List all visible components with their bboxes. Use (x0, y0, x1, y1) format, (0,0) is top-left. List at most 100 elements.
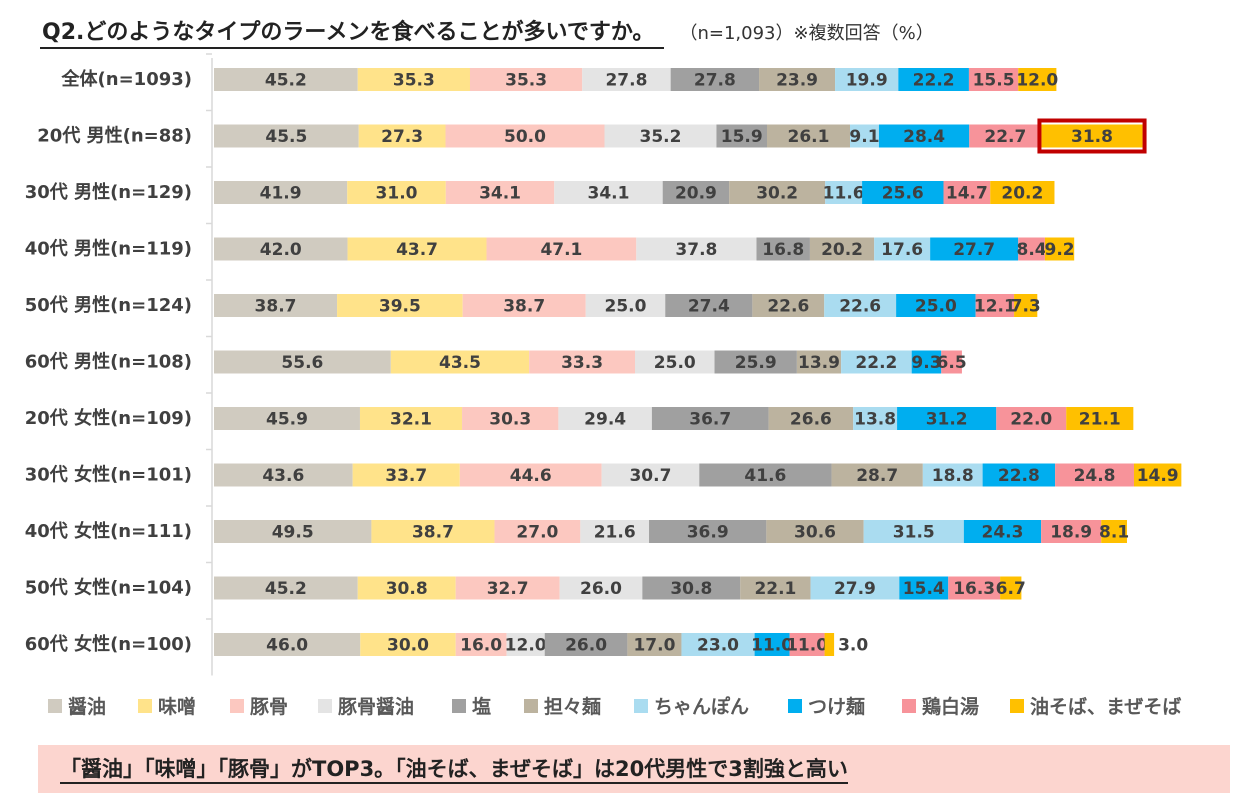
data-label: 30.7 (629, 466, 671, 486)
data-label: 21.6 (594, 523, 636, 543)
bar-segment (582, 68, 671, 91)
bar-segment (1014, 294, 1038, 317)
bar-segment (897, 407, 997, 430)
summary-banner: 「醤油」「味噌」「豚骨」がTOP3。「油そば、まぜそば」は20代男性で3割強と高… (38, 745, 1230, 793)
category-label: 40代 女性(n=111) (25, 520, 192, 542)
bar-segment (459, 463, 602, 487)
bar-segment (898, 68, 969, 91)
data-label: 38.7 (255, 297, 297, 317)
category-label: 50代 女性(n=104) (25, 577, 192, 599)
data-label: 20.2 (821, 240, 863, 260)
data-label: 17.6 (881, 240, 923, 260)
data-label: 27.4 (688, 297, 730, 317)
data-label: 18.9 (1050, 523, 1092, 543)
bar-segment (948, 576, 1001, 600)
data-label: 27.3 (381, 127, 423, 147)
data-label: 32.7 (487, 579, 529, 599)
bar-segment (462, 294, 586, 317)
bar-segment (943, 181, 991, 204)
data-label: 14.9 (1137, 466, 1179, 486)
bar-segment (390, 350, 530, 374)
data-label: 24.3 (982, 523, 1024, 543)
legend-label: 豚骨 (250, 696, 288, 718)
data-label: 22.7 (984, 127, 1026, 147)
bar-segment (716, 124, 768, 148)
legend-label: ちゃんぽん (654, 695, 749, 718)
data-label: 6.7 (996, 579, 1026, 599)
bar-segment (874, 237, 931, 261)
bar-segment (359, 407, 463, 430)
bar-segment (1044, 237, 1075, 261)
data-label: 27.7 (953, 240, 995, 260)
bar-segment (768, 407, 854, 430)
bar-segment (627, 633, 682, 656)
data-label: 26.1 (788, 127, 830, 147)
data-label: 43.5 (439, 353, 481, 373)
data-label: 43.6 (262, 466, 304, 486)
bar-segment (1066, 407, 1134, 430)
data-label: 55.6 (281, 353, 323, 373)
data-label: 19.9 (846, 71, 888, 91)
bar-segment (214, 237, 348, 261)
data-label: 17.0 (633, 636, 675, 656)
bar-segment (850, 124, 879, 148)
bar-segment (544, 633, 628, 656)
category-label: 20代 男性(n=88) (37, 125, 192, 147)
data-label: 34.1 (479, 184, 521, 204)
data-label: 28.7 (856, 466, 898, 486)
summary-text: 「醤油」「味噌」「豚骨」がTOP3。「油そば、まぜそば」は20代男性で3割強と高… (60, 757, 848, 784)
data-label: 45.9 (266, 410, 308, 430)
legend-label: 油そば、まぜそば (1030, 696, 1181, 718)
bar-segment (824, 294, 897, 317)
data-label: 16.3 (953, 579, 995, 599)
data-label: 22.1 (754, 579, 796, 599)
data-label: 11.6 (823, 184, 865, 204)
bar-segment (759, 68, 836, 91)
data-label: 20.9 (675, 184, 717, 204)
bar-segment (1055, 463, 1134, 487)
stacked-bar-chart: 全体(n=1093) 45.2 35.3 35.3 27.8 27.8 23.9 19.9 22… (25, 53, 1182, 718)
data-label: 29.4 (584, 410, 626, 430)
category-label: 全体(n=1093) (61, 68, 192, 90)
bar-segment (486, 237, 637, 261)
data-label: 36.7 (689, 410, 731, 430)
bar-segment (990, 181, 1055, 204)
bar-segment (766, 520, 864, 543)
data-label: 30.3 (489, 410, 531, 430)
data-label: 50.0 (504, 127, 546, 147)
bar-segment (878, 124, 970, 148)
bar-segment (554, 181, 663, 204)
data-label: 36.9 (687, 523, 729, 543)
bar-segment (1133, 463, 1182, 487)
data-label: 31.8 (1071, 127, 1113, 147)
bar-segment (635, 350, 715, 374)
bar-segment (899, 576, 949, 600)
data-label: 8.4 (1017, 240, 1047, 260)
category-label: 30代 女性(n=101) (25, 464, 192, 486)
bar-segment (358, 124, 446, 148)
bar-segment (996, 407, 1067, 430)
bar-segment (831, 463, 923, 487)
data-label: 44.6 (510, 466, 552, 486)
bar-segment (825, 181, 863, 204)
bar-segment (796, 350, 842, 374)
data-label: 41.9 (260, 184, 302, 204)
data-label: 15.9 (721, 127, 763, 147)
bar-segment (789, 633, 825, 656)
bar-segment (214, 407, 360, 430)
category-label: 30代 男性(n=129) (25, 181, 192, 203)
data-label: 22.0 (1010, 410, 1052, 430)
data-label: 39.5 (379, 297, 421, 317)
data-label: 27.8 (605, 71, 647, 91)
legend-swatch (902, 699, 916, 713)
bar-segment (214, 350, 391, 374)
bar-segment (357, 576, 456, 600)
category-label: 60代 女性(n=100) (25, 633, 192, 655)
bar-segment (214, 633, 361, 656)
legend-label: 鶏白湯 (922, 695, 979, 718)
legend-swatch (452, 699, 466, 713)
bar-segment (767, 124, 850, 148)
data-label: 9.2 (1044, 240, 1074, 260)
bar-segment (896, 294, 976, 317)
bar-segment (1101, 520, 1127, 543)
